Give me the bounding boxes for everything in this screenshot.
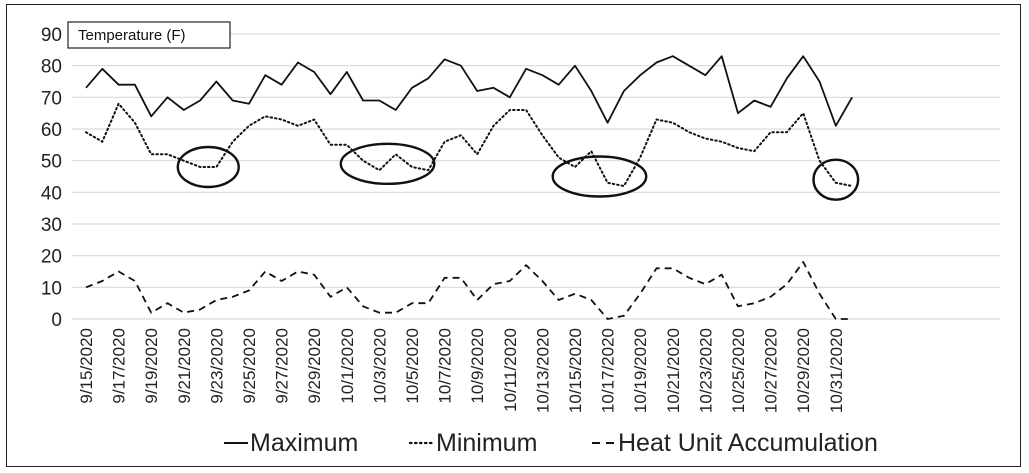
- series-line: [85, 261, 853, 320]
- x-tick-label: 10/3/2020: [370, 328, 389, 404]
- x-tick-label: 10/11/2020: [501, 328, 520, 412]
- annotation-ellipse: [176, 145, 240, 189]
- annotation-ellipse: [812, 158, 860, 201]
- x-tick-label: 10/5/2020: [403, 328, 422, 404]
- y-tick-label: 70: [41, 88, 62, 109]
- x-tick-label: 10/31/2020: [827, 328, 846, 413]
- x-axis-ticks: 9/15/2020 9/17/2020 9/19/2020 9/21/2020 9/23…: [77, 328, 846, 413]
- annotation-ellipse: [551, 155, 648, 198]
- x-tick-label: 10/15/2020: [566, 328, 585, 413]
- chart-title-box: Temperature (F): [67, 21, 231, 49]
- chart-title: Temperature (F): [78, 27, 186, 44]
- x-tick-label: 9/23/2020: [207, 328, 226, 404]
- x-tick-label: 10/1/2020: [338, 328, 357, 404]
- y-tick-label: 30: [41, 215, 62, 236]
- y-tick-label: 10: [41, 278, 62, 299]
- legend-label: Minimum: [436, 429, 537, 457]
- chart-frame: [6, 4, 1021, 467]
- y-tick-label: 20: [41, 247, 62, 268]
- x-tick-label: 10/13/2020: [533, 328, 552, 413]
- grid-lines: [72, 33, 1000, 320]
- legend-label: Maximum: [250, 429, 358, 457]
- x-tick-label: 9/21/2020: [175, 328, 194, 404]
- series-line: [85, 55, 853, 127]
- x-tick-label: 9/15/2020: [77, 328, 96, 404]
- series-lines: [85, 55, 854, 320]
- y-tick-label: 60: [41, 120, 62, 141]
- x-tick-label: 10/25/2020: [729, 328, 748, 413]
- x-tick-label: 9/19/2020: [142, 328, 161, 404]
- x-tick-label: 10/17/2020: [599, 328, 618, 413]
- x-tick-label: 10/19/2020: [631, 328, 650, 413]
- legend: Maximum Minimum Heat Unit Accumulation: [224, 429, 878, 457]
- y-tick-label: 0: [51, 310, 62, 331]
- x-tick-label: 9/27/2020: [273, 328, 292, 404]
- x-tick-label: 10/21/2020: [664, 328, 683, 413]
- x-tick-label: 10/7/2020: [436, 328, 455, 404]
- y-tick-label: 50: [41, 152, 62, 173]
- x-tick-label: 10/29/2020: [794, 328, 813, 413]
- x-tick-label: 9/25/2020: [240, 328, 259, 404]
- series-line: [85, 102, 854, 187]
- x-tick-label: 10/9/2020: [468, 328, 487, 404]
- annotation-ellipse: [339, 142, 436, 186]
- x-tick-label: 10/23/2020: [696, 328, 715, 413]
- y-tick-label: 80: [41, 57, 62, 78]
- legend-label: Heat Unit Accumulation: [618, 429, 878, 457]
- annotations: [176, 142, 860, 201]
- x-tick-label: 9/29/2020: [305, 328, 324, 404]
- y-tick-label: 90: [41, 25, 62, 46]
- x-tick-label: 10/27/2020: [762, 328, 781, 413]
- y-tick-label: 40: [41, 183, 62, 204]
- y-axis-ticks: 0 10 20 30 40 50 60 70 80 90: [41, 25, 62, 331]
- x-tick-label: 9/17/2020: [110, 328, 129, 404]
